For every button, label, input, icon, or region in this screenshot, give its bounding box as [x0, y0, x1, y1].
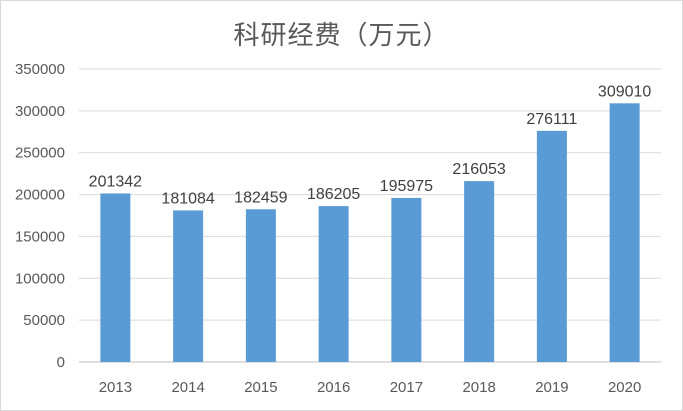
y-tick-label: 50000 — [23, 312, 65, 329]
chart-title: 科研经费（万元） — [233, 21, 450, 51]
y-tick-label: 150000 — [15, 228, 65, 245]
x-tick-label: 2015 — [244, 379, 277, 396]
x-tick-label: 2017 — [390, 379, 423, 396]
y-tick-label: 0 — [57, 354, 65, 371]
data-label: 195975 — [380, 178, 433, 195]
x-tick-label: 2013 — [99, 379, 132, 396]
x-tick-label: 2018 — [462, 379, 495, 396]
data-label: 276111 — [526, 111, 577, 128]
data-label: 181084 — [161, 190, 214, 207]
x-tick-label: 2019 — [535, 379, 568, 396]
bar — [245, 209, 276, 362]
bar — [464, 181, 495, 362]
bar — [318, 206, 349, 362]
data-label: 216053 — [452, 161, 505, 178]
x-tick-label: 2020 — [608, 379, 641, 396]
data-label: 201342 — [89, 173, 142, 190]
bar — [391, 197, 422, 362]
y-tick-label: 300000 — [15, 103, 65, 120]
y-tick-label: 250000 — [15, 145, 65, 162]
y-tick-label: 350000 — [15, 61, 65, 78]
x-tick-label: 2016 — [317, 379, 350, 396]
data-label: 182459 — [234, 189, 287, 206]
data-label: 186205 — [307, 186, 360, 203]
y-tick-label: 100000 — [15, 270, 65, 287]
bar — [536, 130, 567, 362]
y-tick-label: 200000 — [15, 187, 65, 204]
data-label: 309010 — [598, 83, 651, 100]
bar — [173, 210, 204, 362]
x-tick-label: 2014 — [171, 379, 204, 396]
bar — [100, 193, 131, 362]
bar — [609, 103, 640, 362]
